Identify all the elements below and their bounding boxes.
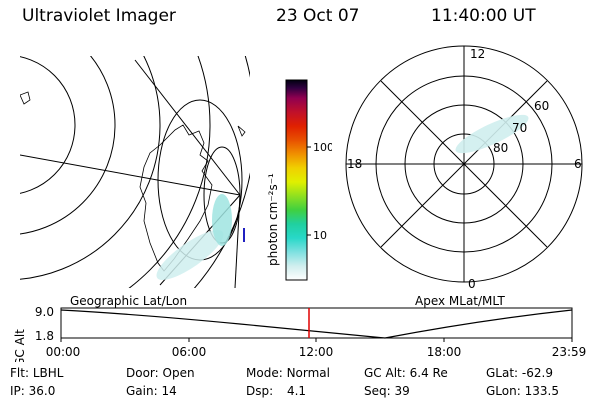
- info-gcalt-value: 6.4 Re: [409, 366, 448, 380]
- lat-circle: [20, 56, 116, 235]
- alt-xtick-0000: 00:00: [46, 345, 81, 359]
- info-ip-value: 36.0: [28, 384, 56, 398]
- altitude-plot: GC Alt 9.0 1.8 00:00 06:00 12:00 18:00 2…: [13, 305, 587, 362]
- mlat-label-70: 70: [512, 121, 527, 135]
- info-dsp: Dsp: 4.1: [246, 384, 306, 398]
- mlt-label-0: 0: [468, 277, 476, 288]
- info-seq: Seq: 39: [364, 384, 410, 398]
- info-door-value: Open: [162, 366, 195, 380]
- info-dsp-value: 4.1: [286, 384, 307, 398]
- lat-circle: [20, 56, 161, 280]
- header-time: 11:40:00 UT: [431, 6, 536, 26]
- info-seq-label: Seq:: [364, 384, 391, 398]
- mlat-label-80: 80: [493, 141, 508, 155]
- alt-ylabel: GC Alt: [13, 329, 27, 362]
- polar-plot: 12 0 18 6 60 70 80: [345, 45, 583, 288]
- info-filter-value: LBHL: [32, 366, 64, 380]
- info-filter-label: Flt:: [10, 366, 29, 380]
- info-door: Door: Open: [126, 366, 195, 380]
- info-glat: GLat: -62.9: [486, 366, 553, 380]
- aurora-glow: [156, 194, 232, 280]
- info-glon: GLon: 133.5: [486, 384, 559, 398]
- geo-panel-label: Geographic Lat/Lon: [70, 294, 188, 308]
- alt-xtick-0600: 06:00: [172, 345, 207, 359]
- coastline: [20, 91, 31, 105]
- mlt-label-6: 6: [574, 157, 582, 171]
- aurora-oval: [455, 114, 529, 154]
- info-ip-label: IP:: [10, 384, 25, 398]
- info-ip: IP: 36.0: [10, 384, 55, 398]
- lat-circle: [20, 56, 76, 194]
- geographic-map: [20, 56, 250, 288]
- alt-ytick-1.8: 1.8: [35, 329, 54, 343]
- info-gcalt: GC Alt: 6.4 Re: [364, 366, 448, 380]
- info-seq-value: 39: [394, 384, 410, 398]
- mlt-label-12: 12: [470, 47, 485, 61]
- colorbar-tick-10: 10: [313, 229, 327, 242]
- alt-ytick-9: 9.0: [35, 305, 54, 319]
- info-gcalt-label: GC Alt:: [364, 366, 406, 380]
- info-dsp-label: Dsp:: [246, 384, 274, 398]
- header-title: Ultraviolet Imager: [22, 6, 176, 26]
- lat-circle: [128, 56, 211, 288]
- meridian: [20, 154, 241, 196]
- coastline: [237, 125, 246, 137]
- alt-xtick-1200: 12:00: [299, 345, 334, 359]
- colorbar-tick-100: 100: [313, 141, 332, 154]
- header-date: 23 Oct 07: [276, 6, 360, 26]
- info-mode-label: Mode:: [246, 366, 283, 380]
- alt-xtick-1800: 18:00: [427, 345, 462, 359]
- polar-panel-label: Apex MLat/MLT: [415, 294, 505, 308]
- info-gain-label: Gain:: [126, 384, 158, 398]
- alt-plot-frame: [60, 307, 573, 339]
- mlat-label-60: 60: [534, 99, 549, 113]
- colorbar-unit-label: photon cm⁻²s⁻¹: [266, 173, 280, 266]
- info-gain: Gain: 14: [126, 384, 177, 398]
- info-mode-value: Normal: [286, 366, 330, 380]
- info-gain-value: 14: [161, 384, 177, 398]
- info-door-label: Door:: [126, 366, 159, 380]
- mlt-diagonal: [380, 80, 548, 248]
- mlt-label-18: 18: [347, 157, 362, 171]
- colorbar-gradient: [285, 79, 308, 281]
- info-glat-value: -62.9: [521, 366, 553, 380]
- info-glat-label: GLat:: [486, 366, 519, 380]
- lat-circle: [193, 56, 250, 288]
- info-filter: Flt: LBHL: [10, 366, 63, 380]
- info-glon-value: 133.5: [524, 384, 559, 398]
- info-glon-label: GLon:: [486, 384, 521, 398]
- info-mode: Mode: Normal: [246, 366, 330, 380]
- meridian: [134, 59, 241, 196]
- alt-curve: [60, 309, 573, 339]
- colorbar: 100 10 photon cm⁻²s⁻¹: [266, 79, 332, 281]
- alt-xtick-2359: 23:59: [552, 345, 587, 359]
- coastline: [139, 124, 213, 272]
